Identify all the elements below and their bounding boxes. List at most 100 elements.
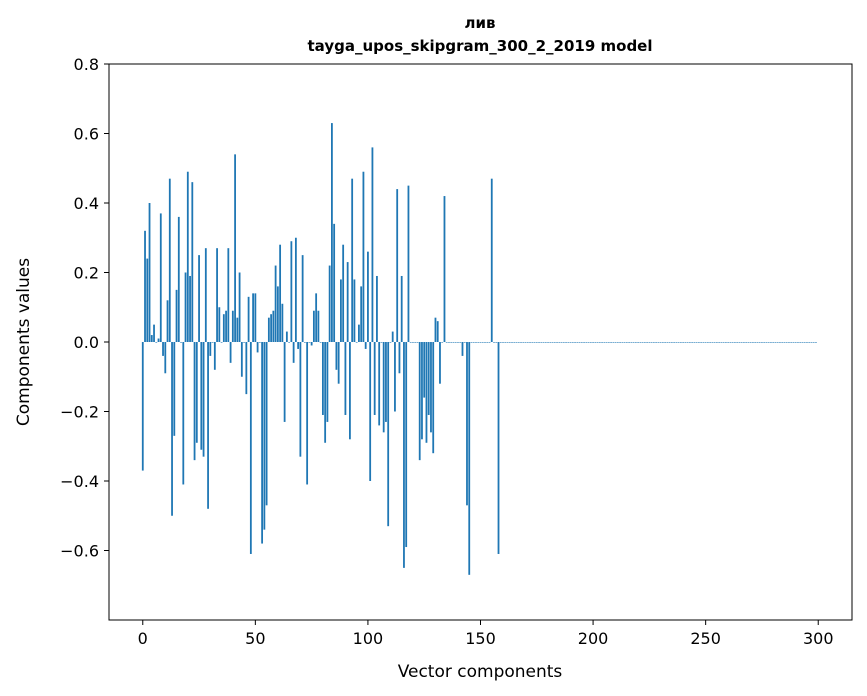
bar: [754, 342, 757, 343]
bar: [720, 342, 723, 343]
bar: [790, 342, 793, 343]
bar: [452, 342, 455, 343]
bar: [601, 342, 603, 343]
y-axis-ticks: −0.6 −0.4 −0.2 0.0 0.2 0.4 0.6 0.8: [60, 55, 109, 561]
bar: [389, 342, 392, 343]
bar: [328, 265, 331, 342]
bar: [781, 342, 784, 343]
bar: [173, 342, 176, 436]
bar: [529, 342, 531, 343]
bar: [589, 342, 592, 343]
bar: [175, 289, 178, 342]
y-tick-label: 0.0: [74, 333, 99, 352]
bar: [799, 342, 802, 343]
bar: [200, 342, 203, 450]
bar: [587, 342, 590, 343]
bar: [544, 342, 547, 343]
bar: [484, 342, 486, 343]
bar: [168, 178, 171, 342]
bar: [434, 317, 437, 342]
bar: [324, 342, 327, 443]
bar: [391, 331, 394, 342]
bar: [634, 342, 637, 343]
bar: [734, 342, 736, 343]
bar: [430, 342, 432, 433]
bar: [504, 342, 507, 343]
bar: [418, 342, 421, 461]
bar: [709, 342, 712, 343]
bar: [619, 342, 621, 343]
bar: [749, 342, 752, 343]
bar: [531, 342, 534, 343]
bar: [407, 185, 410, 342]
bar: [376, 275, 378, 342]
bar: [412, 342, 414, 343]
bar: [351, 178, 354, 342]
bar: [258, 342, 261, 343]
bar: [585, 342, 588, 343]
bar: [385, 342, 387, 422]
bar: [360, 286, 363, 342]
bar: [220, 342, 223, 343]
bar: [234, 154, 236, 342]
bar: [238, 272, 241, 342]
bar: [195, 342, 198, 443]
bar: [432, 342, 435, 454]
bar: [292, 342, 295, 363]
bar: [700, 342, 703, 343]
bar: [571, 342, 574, 343]
bar: [707, 342, 709, 343]
bar: [725, 342, 727, 343]
bar: [731, 342, 734, 343]
bar: [274, 265, 277, 342]
bar: [736, 342, 739, 343]
bar: [425, 342, 428, 443]
bar: [574, 342, 576, 343]
bar: [337, 342, 340, 384]
bar: [141, 342, 144, 471]
bar: [443, 196, 446, 342]
bar: [240, 342, 243, 377]
bar: [776, 342, 779, 343]
bar: [297, 342, 300, 349]
bar: [382, 342, 385, 433]
bar: [355, 342, 358, 343]
bar: [526, 342, 529, 343]
bar: [594, 342, 597, 343]
bar: [227, 248, 230, 342]
bar: [605, 342, 608, 343]
bar: [517, 342, 520, 343]
bar: [558, 342, 561, 343]
bar: [285, 331, 288, 342]
bar: [378, 342, 381, 426]
bar: [621, 342, 624, 343]
bar: [148, 203, 151, 342]
bar: [535, 342, 538, 343]
y-tick-label: 0.6: [74, 125, 99, 144]
chart-title: лив: [465, 14, 496, 32]
bar: [276, 286, 279, 342]
bar: [166, 300, 169, 342]
bar: [623, 342, 626, 343]
bar: [542, 342, 545, 343]
bar: [551, 342, 554, 343]
bar: [794, 342, 797, 343]
bar: [495, 342, 498, 343]
bar: [765, 342, 768, 343]
bar: [157, 338, 160, 342]
bar: [625, 342, 628, 343]
bar: [472, 342, 475, 343]
bar: [213, 342, 216, 370]
bar: [159, 213, 162, 342]
bar: [630, 342, 633, 343]
x-tick-label: 300: [803, 629, 834, 648]
bar: [511, 342, 513, 343]
bar: [261, 342, 264, 544]
bar: [493, 342, 495, 343]
plot-frame: [108, 63, 853, 621]
bar: [222, 314, 225, 342]
bar: [774, 342, 777, 343]
bar: [344, 342, 347, 415]
bar: [812, 342, 815, 343]
